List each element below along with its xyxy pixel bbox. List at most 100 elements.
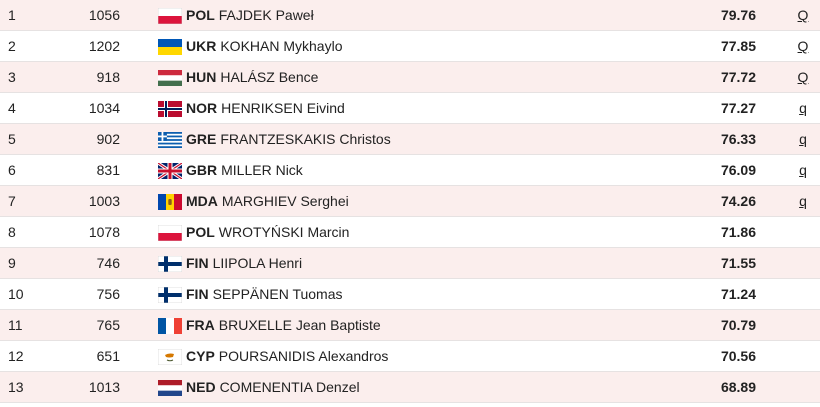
bib-cell: 1003 (88, 193, 120, 209)
country-code: POL (186, 224, 215, 240)
country-code: CYP (186, 348, 215, 364)
table-row[interactable]: 12 651 CYP POURSANIDIS Alexandros 70.56 (0, 341, 820, 372)
qualification-cell: q (799, 100, 807, 116)
athlete-cell[interactable]: GRE FRANTZESKAKIS Christos (186, 124, 391, 154)
country-code: UKR (186, 38, 217, 54)
flag-ukr-icon (158, 39, 182, 55)
flag-fin-icon (158, 287, 182, 303)
country-code: GRE (186, 131, 217, 147)
athlete-name: WROTYŃSKI Marcin (218, 224, 350, 240)
bib-cell: 1034 (88, 100, 120, 116)
country-code: FIN (186, 286, 209, 302)
qualification-cell: q (799, 162, 807, 178)
athlete-cell[interactable]: MDA MARGHIEV Serghei (186, 186, 349, 216)
flag-mda-icon (158, 194, 182, 210)
bib-cell: 765 (96, 317, 120, 333)
bib-cell: 651 (96, 348, 120, 364)
bib-cell: 1202 (88, 38, 120, 54)
rank-cell: 7 (8, 193, 16, 209)
mark-cell: 76.09 (720, 162, 756, 178)
country-code: MDA (186, 193, 218, 209)
rank-cell: 9 (8, 255, 16, 271)
flag-pol-icon (158, 8, 182, 24)
flag-nor-icon (158, 101, 182, 117)
mark-cell: 70.79 (720, 317, 756, 333)
mark-cell: 79.76 (720, 7, 756, 23)
rank-cell: 12 (8, 348, 24, 364)
flag-hun-icon (158, 70, 182, 86)
athlete-cell[interactable]: FIN SEPPÄNEN Tuomas (186, 279, 343, 309)
mark-cell: 74.26 (720, 193, 756, 209)
bib-cell: 831 (96, 162, 120, 178)
rank-cell: 13 (8, 379, 24, 395)
table-row[interactable]: 10 756 FIN SEPPÄNEN Tuomas 71.24 (0, 279, 820, 310)
qualification-cell: Q (797, 38, 809, 54)
athlete-cell[interactable]: NOR HENRIKSEN Eivind (186, 93, 345, 123)
bib-cell: 1013 (88, 379, 120, 395)
flag-ned-icon (158, 380, 182, 396)
qualification-cell: Q (797, 7, 809, 23)
mark-cell: 77.85 (720, 38, 756, 54)
rank-cell: 4 (8, 100, 16, 116)
athlete-cell[interactable]: GBR MILLER Nick (186, 155, 303, 185)
table-row[interactable]: 7 1003 MDA MARGHIEV Serghei 74.26 q (0, 186, 820, 217)
mark-cell: 76.33 (720, 131, 756, 147)
table-row[interactable]: 2 1202 UKR KOKHAN Mykhaylo 77.85 Q (0, 31, 820, 62)
qualification-cell: Q (797, 69, 809, 85)
athlete-cell[interactable]: FIN LIIPOLA Henri (186, 248, 302, 278)
country-code: NOR (186, 100, 218, 116)
rank-cell: 3 (8, 69, 16, 85)
athlete-cell[interactable]: CYP POURSANIDIS Alexandros (186, 341, 388, 371)
rank-cell: 8 (8, 224, 16, 240)
rank-cell: 6 (8, 162, 16, 178)
rank-cell: 10 (8, 286, 24, 302)
table-row[interactable]: 13 1013 NED COMENENTIA Denzel 68.89 (0, 372, 820, 403)
athlete-cell[interactable]: POL FAJDEK Paweł (186, 0, 314, 30)
table-row[interactable]: 9 746 FIN LIIPOLA Henri 71.55 (0, 248, 820, 279)
rank-cell: 1 (8, 7, 16, 23)
athlete-cell[interactable]: UKR KOKHAN Mykhaylo (186, 31, 343, 61)
country-code: FIN (186, 255, 209, 271)
athlete-name: HALÁSZ Bence (220, 69, 319, 85)
country-code: NED (186, 379, 216, 395)
country-code: GBR (186, 162, 218, 178)
bib-cell: 1056 (88, 7, 120, 23)
flag-fin-icon (158, 256, 182, 272)
bib-cell: 756 (96, 286, 120, 302)
table-row[interactable]: 3 918 HUN HALÁSZ Bence 77.72 Q (0, 62, 820, 93)
table-row[interactable]: 1 1056 POL FAJDEK Paweł 79.76 Q (0, 0, 820, 31)
table-row[interactable]: 8 1078 POL WROTYŃSKI Marcin 71.86 (0, 217, 820, 248)
athlete-name: FAJDEK Paweł (218, 7, 314, 23)
athlete-name: BRUXELLE Jean Baptiste (218, 317, 381, 333)
mark-cell: 68.89 (720, 379, 756, 395)
athlete-name: MARGHIEV Serghei (221, 193, 349, 209)
rank-cell: 11 (8, 317, 23, 333)
country-code: HUN (186, 69, 217, 85)
country-code: POL (186, 7, 215, 23)
rank-cell: 2 (8, 38, 16, 54)
table-row[interactable]: 5 902 GRE FRANTZESKAKIS Christos 76.33 q (0, 124, 820, 155)
bib-cell: 1078 (88, 224, 120, 240)
flag-cyp-icon (158, 349, 182, 365)
qualification-cell: q (799, 193, 807, 209)
mark-cell: 71.24 (720, 286, 756, 302)
athlete-name: LIIPOLA Henri (212, 255, 303, 271)
athlete-cell[interactable]: HUN HALÁSZ Bence (186, 62, 318, 92)
mark-cell: 71.55 (720, 255, 756, 271)
bib-cell: 902 (96, 131, 120, 147)
athlete-name: HENRIKSEN Eivind (221, 100, 345, 116)
athlete-cell[interactable]: FRA BRUXELLE Jean Baptiste (186, 310, 381, 340)
athlete-name: POURSANIDIS Alexandros (218, 348, 389, 364)
flag-gbr-icon (158, 163, 182, 179)
athlete-name: COMENENTIA Denzel (219, 379, 360, 395)
athlete-cell[interactable]: NED COMENENTIA Denzel (186, 372, 360, 402)
athlete-name: SEPPÄNEN Tuomas (212, 286, 343, 302)
mark-cell: 77.72 (720, 69, 756, 85)
bib-cell: 746 (96, 255, 120, 271)
bib-cell: 918 (96, 69, 120, 85)
table-row[interactable]: 4 1034 NOR HENRIKSEN Eivind 77.27 q (0, 93, 820, 124)
table-row[interactable]: 6 831 GBR MILLER Nick 76.09 q (0, 155, 820, 186)
athlete-cell[interactable]: POL WROTYŃSKI Marcin (186, 217, 349, 247)
table-row[interactable]: 11 765 FRA BRUXELLE Jean Baptiste 70.79 (0, 310, 820, 341)
flag-pol-icon (158, 225, 182, 241)
